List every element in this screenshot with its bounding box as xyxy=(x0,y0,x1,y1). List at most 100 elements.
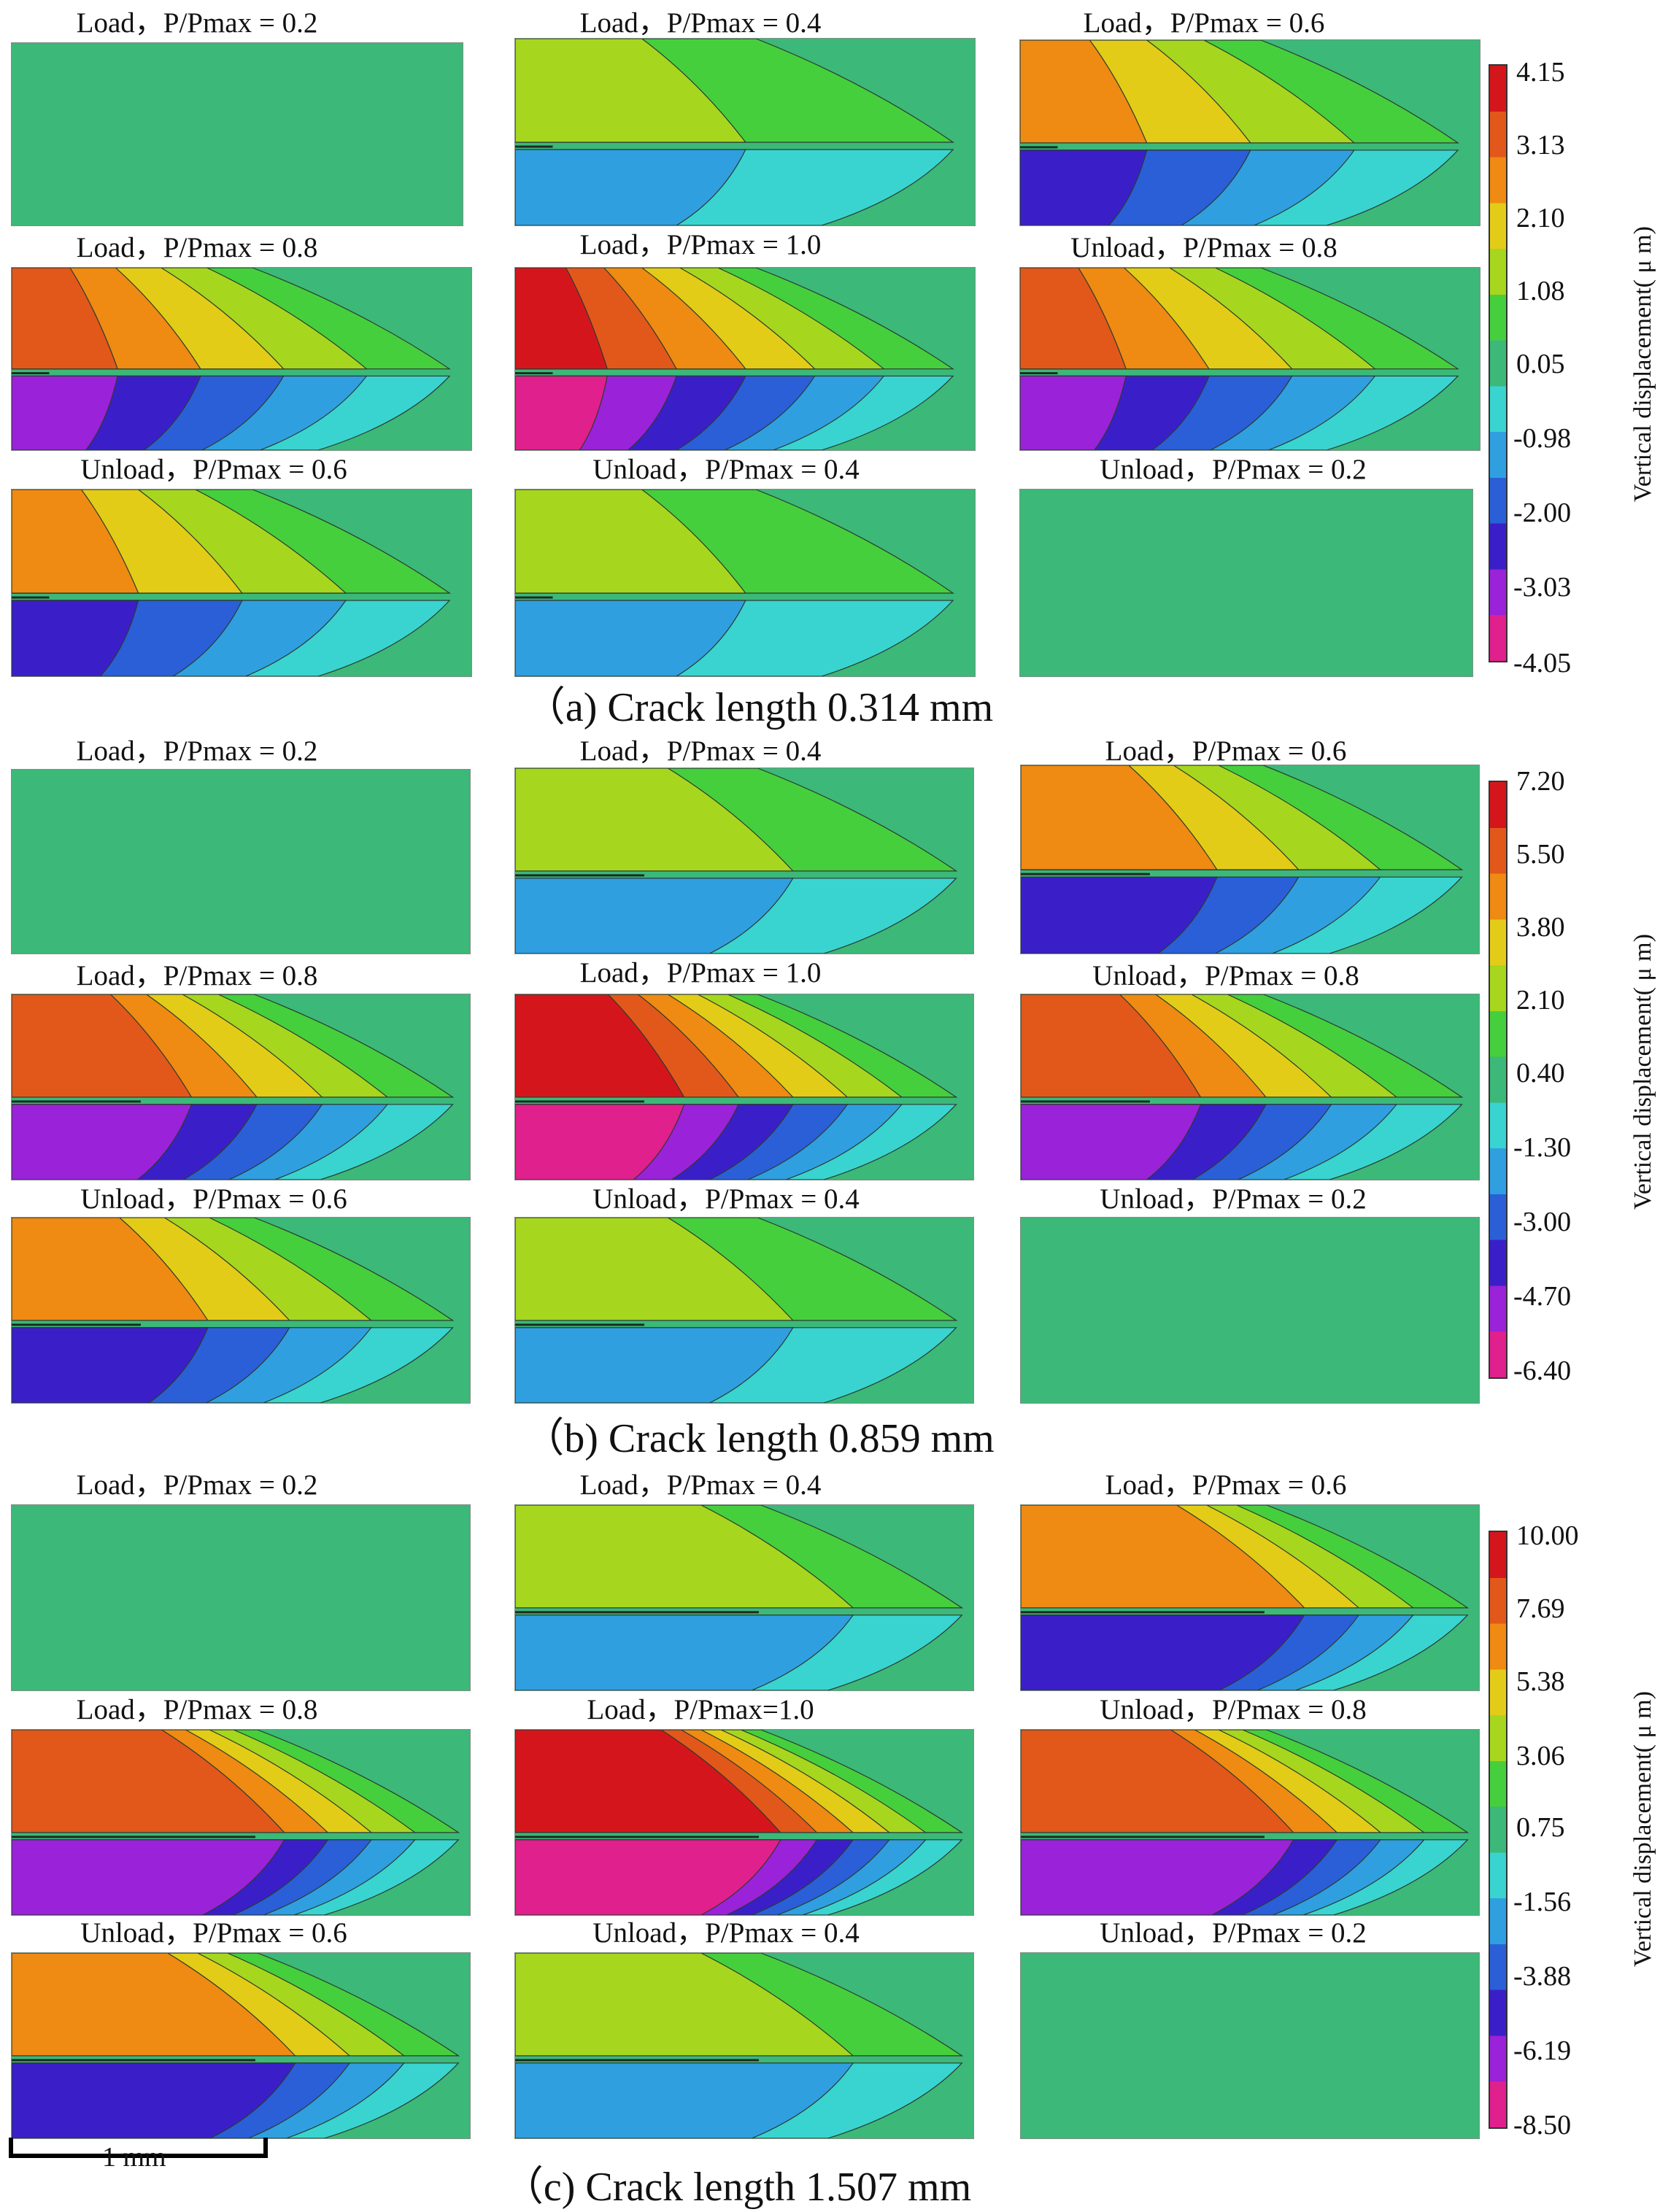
panel-label: Unload，P/Pmax = 0.8 xyxy=(1100,1694,1367,1725)
contour-field xyxy=(515,994,973,1180)
panel-label: Unload，P/Pmax = 0.4 xyxy=(592,454,860,485)
section-c: Load，P/Pmax = 0.2 Load，P/Pmax = 0.4 Load… xyxy=(0,1466,1660,2208)
contour-band-lower xyxy=(1020,150,1148,225)
panel-label: Unload，P/Pmax = 0.2 xyxy=(1100,1183,1367,1215)
field-background xyxy=(12,1505,470,1690)
contour-field xyxy=(1021,1505,1479,1690)
colorbar-tick-label: 7.69 xyxy=(1516,1593,1565,1624)
colorbar-tick-label: -1.56 xyxy=(1513,1887,1572,1917)
colorbar-tick-label: -4.05 xyxy=(1513,648,1572,678)
contour-panel xyxy=(11,1729,471,1916)
contour-band-lower xyxy=(1021,1614,1305,1690)
contour-field xyxy=(515,1218,973,1403)
figure-caption: （a) Crack length 0.314 mm xyxy=(524,685,994,730)
contour-band-upper xyxy=(12,1953,296,2057)
contour-band-upper xyxy=(1020,268,1127,370)
panel-label: Load，P/Pmax = 0.6 xyxy=(1105,1469,1347,1501)
contour-band-lower xyxy=(515,2062,854,2138)
section-b: Load，P/Pmax = 0.2 Load，P/Pmax = 0.4 Load… xyxy=(0,730,1660,1459)
section-a: Load，P/Pmax = 0.2 Load，P/Pmax = 0.4 Load… xyxy=(0,0,1660,730)
scale-bar-label: 1 mm xyxy=(102,2142,166,2173)
panel-label: Unload，P/Pmax = 0.8 xyxy=(1070,232,1337,263)
contour-band-lower xyxy=(12,1839,285,1915)
contour-panel xyxy=(514,767,974,954)
contour-band-lower xyxy=(515,375,608,450)
colorbar-tick-label: 10.00 xyxy=(1516,1520,1579,1551)
contour-field xyxy=(1020,40,1480,225)
contour-band-upper xyxy=(1021,994,1202,1098)
panel-label: Load，P/Pmax = 1.0 xyxy=(579,957,822,989)
contour-band-lower xyxy=(515,878,794,954)
colorbar-tick-label: 1.08 xyxy=(1516,276,1565,306)
contour-panel xyxy=(1019,267,1481,451)
panel-label: Unload，P/Pmax = 0.4 xyxy=(592,1917,860,1949)
colorbar-tick-label: 0.75 xyxy=(1516,1812,1565,1843)
panel-label: Load，P/Pmax = 0.8 xyxy=(76,232,318,263)
contour-field xyxy=(515,39,975,225)
contour-field xyxy=(515,268,975,450)
contour-panel xyxy=(11,1952,471,2139)
colorbar-tick-label: -0.98 xyxy=(1513,423,1572,454)
contour-field xyxy=(1020,490,1472,676)
contour-field xyxy=(12,770,470,954)
contour-panel xyxy=(11,267,472,451)
panel-label: Load，P/Pmax = 0.4 xyxy=(579,735,822,767)
contour-band-upper xyxy=(515,1953,854,2057)
panel-label: Load，P/Pmax=1.0 xyxy=(587,1694,814,1725)
colorbar-tick-label: 7.20 xyxy=(1516,766,1565,797)
field-background xyxy=(1021,1953,1479,2138)
contour-panel xyxy=(514,489,976,677)
contour-band-upper xyxy=(1020,40,1148,144)
colorbar-tick-label: -3.00 xyxy=(1513,1207,1572,1237)
panel-label: Load，P/Pmax = 0.2 xyxy=(76,735,318,767)
contour-field xyxy=(1021,1953,1479,2138)
contour-panel xyxy=(11,1217,471,1404)
contour-band-lower xyxy=(515,1839,781,1915)
panel-label: Load，P/Pmax = 0.8 xyxy=(76,960,318,991)
colorbar-tick-label: 3.13 xyxy=(1516,130,1565,161)
colorbar-tick-label: -4.70 xyxy=(1513,1281,1572,1312)
colorbar-tick-label: 5.38 xyxy=(1516,1666,1565,1697)
contour-band-upper xyxy=(12,994,193,1098)
scale-bar xyxy=(9,2138,268,2158)
contour-band-upper xyxy=(515,268,609,370)
contour-panel xyxy=(514,267,976,451)
contour-band-lower xyxy=(12,600,139,676)
figure-caption: （b) Crack length 0.859 mm xyxy=(523,1416,995,1461)
panel-label: Load，P/Pmax = 0.2 xyxy=(76,7,318,39)
colorbar-tick-label: -3.88 xyxy=(1513,1961,1572,1992)
contour-band-lower xyxy=(12,1327,209,1403)
contour-field xyxy=(12,490,471,676)
contour-panel xyxy=(11,42,463,226)
contour-band-upper xyxy=(1021,1730,1295,1833)
contour-panel xyxy=(1020,994,1480,1180)
contour-field xyxy=(1021,994,1479,1180)
colorbar-tick-label: 3.06 xyxy=(1516,1741,1565,1771)
colorbar-tick-label: -6.40 xyxy=(1513,1356,1572,1386)
contour-field xyxy=(515,1505,973,1690)
contour-field xyxy=(1021,765,1479,954)
panel-label: Unload，P/Pmax = 0.2 xyxy=(1100,454,1367,485)
contour-panel xyxy=(1020,1504,1480,1691)
colorbar xyxy=(1489,1531,1507,2129)
contour-band-upper xyxy=(1021,765,1218,870)
contour-band-lower xyxy=(12,375,118,450)
contour-field xyxy=(1021,1730,1479,1915)
contour-band-lower xyxy=(12,1104,193,1180)
contour-band-lower xyxy=(1021,1104,1202,1180)
contour-band-upper xyxy=(12,490,139,594)
panel-label: Unload，P/Pmax = 0.4 xyxy=(592,1183,860,1215)
contour-band-upper xyxy=(12,1218,209,1321)
contour-field xyxy=(12,1730,470,1915)
colorbar-tick-label: 5.50 xyxy=(1516,839,1565,870)
contour-panel xyxy=(1019,489,1473,677)
panel-label: Unload，P/Pmax = 0.2 xyxy=(1100,1917,1367,1949)
contour-panel xyxy=(1019,39,1481,226)
panel-label: Load，P/Pmax = 0.8 xyxy=(76,1694,318,1725)
contour-panel xyxy=(1020,765,1480,954)
contour-band-upper xyxy=(515,994,685,1098)
contour-panel xyxy=(514,1729,974,1916)
contour-band-upper xyxy=(515,768,795,872)
contour-band-lower xyxy=(1020,375,1127,450)
contour-field xyxy=(12,1505,470,1690)
